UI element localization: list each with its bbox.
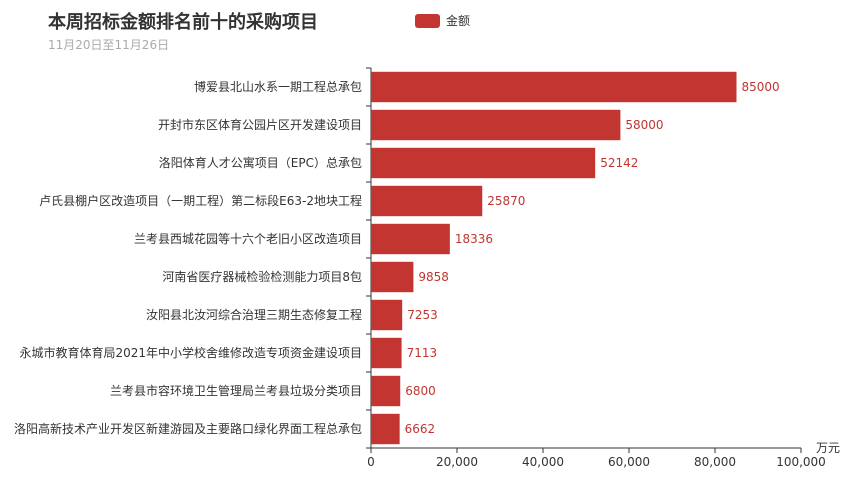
data-label: 6662: [405, 422, 436, 436]
legend-label: 金额: [446, 14, 471, 28]
x-tick-label: 60,000: [608, 455, 650, 469]
category-label: 兰考县市容环境卫生管理局兰考县垃圾分类项目: [110, 383, 362, 398]
data-label: 85000: [742, 80, 780, 94]
category-label: 兰考县西城花园等十六个老旧小区改造项目: [134, 231, 362, 246]
category-label: 卢氏县棚户区改造项目（一期工程）第二标段E63-2地块工程: [39, 193, 362, 208]
bar: [371, 147, 596, 179]
legend[interactable]: 金额: [415, 12, 470, 29]
bar: [371, 337, 402, 369]
x-tick-label: 20,000: [436, 455, 478, 469]
chart-subtitle: 11月20日至11月26日: [48, 38, 170, 52]
bar: [371, 109, 621, 141]
category-label: 开封市东区体育公园片区开发建设项目: [158, 117, 362, 132]
data-label: 58000: [625, 118, 663, 132]
x-tick-label: 80,000: [694, 455, 736, 469]
bar: [371, 299, 403, 331]
data-label: 7113: [407, 346, 438, 360]
category-label: 汝阳县北汝河综合治理三期生态修复工程: [146, 307, 362, 322]
category-label: 洛阳体育人才公寓项目（EPC）总承包: [159, 155, 362, 170]
x-tick-label: 100,000: [776, 455, 826, 469]
bar: [371, 261, 414, 293]
data-label: 18336: [455, 232, 493, 246]
x-tick-label: 40,000: [522, 455, 564, 469]
category-label: 博爱县北山水系一期工程总承包: [194, 79, 362, 94]
legend-swatch: [415, 13, 440, 28]
data-label: 9858: [418, 270, 449, 284]
bar: [371, 185, 483, 217]
data-label: 6800: [405, 384, 436, 398]
x-axis-name: 万元: [816, 441, 840, 455]
bar: [371, 223, 450, 255]
data-label: 7253: [407, 308, 438, 322]
bar: [371, 71, 737, 103]
bar: [371, 413, 400, 445]
data-label: 52142: [600, 156, 638, 170]
bar: [371, 375, 401, 407]
x-tick-label: 0: [367, 455, 375, 469]
chart-title: 本周招标金额排名前十的采购项目: [48, 12, 318, 33]
data-label: 25870: [487, 194, 525, 208]
category-label: 洛阳高新技术产业开发区新建游园及主要路口绿化界面工程总承包: [14, 421, 362, 436]
category-label: 河南省医疗器械检验检测能力项目8包: [162, 269, 362, 284]
category-label: 永城市教育体育局2021年中小学校舍维修改造专项资金建设项目: [19, 345, 362, 360]
